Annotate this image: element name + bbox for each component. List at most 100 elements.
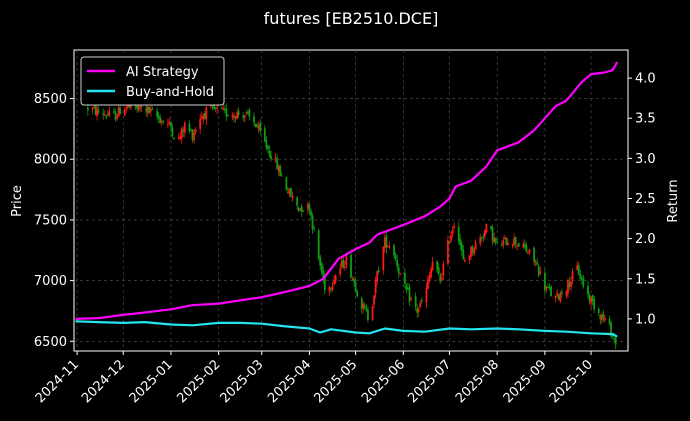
plot-area-frame (73, 49, 629, 352)
candle-body (505, 237, 508, 246)
candle-body (399, 272, 402, 274)
candle-body (342, 259, 345, 268)
candle-body (194, 129, 197, 133)
candle-body (200, 116, 203, 119)
candle-body (157, 115, 160, 119)
candle-body (319, 256, 322, 266)
y-axis-label-left: Price (10, 185, 25, 217)
candle-body (193, 132, 195, 141)
candle-body (234, 117, 237, 119)
candle-body (307, 203, 309, 209)
candle-body (527, 253, 529, 255)
candle-body (567, 279, 569, 294)
candle-body (171, 127, 174, 137)
candle-body (108, 111, 111, 116)
y-tick-label-right: 2.5 (635, 192, 656, 207)
candle-body (503, 237, 506, 240)
candle-body (267, 145, 269, 150)
candle-body (474, 242, 477, 250)
candle-body (436, 261, 439, 270)
candle-body (604, 318, 606, 321)
candle-body (291, 195, 294, 199)
candle-body (222, 108, 225, 110)
candle-body (356, 291, 359, 297)
candle-body (494, 237, 497, 243)
candle-body (159, 117, 162, 124)
candle-body (491, 227, 494, 242)
candle-body (216, 107, 219, 110)
candle-body (246, 111, 249, 113)
candle-body (416, 308, 419, 313)
candle-body (447, 240, 449, 264)
candle-body (613, 337, 616, 339)
candle-body (367, 309, 369, 320)
candle-body (414, 296, 417, 307)
candle-body (146, 106, 149, 114)
candle-body (225, 108, 228, 117)
candle-body (351, 278, 354, 281)
candle-body (570, 281, 572, 287)
candle-body (248, 110, 251, 117)
candle-body (442, 263, 445, 276)
candle-body (288, 188, 291, 194)
candle-body (545, 286, 548, 289)
candle-body (565, 291, 568, 296)
candle-body (557, 294, 560, 300)
candle-body (308, 204, 311, 212)
candle-body (403, 272, 406, 285)
y-tick-label-right: 2.0 (635, 232, 656, 247)
candle-body (276, 158, 279, 170)
candle-body (490, 226, 492, 229)
candle-body (431, 262, 434, 271)
y-tick-label-right: 1.5 (635, 272, 656, 287)
candle-body (114, 112, 117, 120)
y-tick-label-left: 7500 (34, 213, 67, 228)
candle-body (119, 108, 122, 115)
candle-body (568, 282, 571, 287)
candle-body (103, 114, 106, 116)
candle-body (353, 279, 355, 283)
candle-body (363, 305, 366, 308)
candle-body (496, 242, 499, 244)
candle-body (156, 110, 158, 117)
candle-body (420, 300, 423, 302)
candle-body (397, 267, 400, 274)
candle-body (376, 271, 379, 282)
candle-body (191, 129, 194, 141)
candle-body (547, 287, 549, 289)
candle-body (285, 177, 288, 190)
candle-body (182, 129, 185, 132)
candle-body (516, 245, 519, 247)
candle-body (560, 292, 563, 295)
candle-body (150, 108, 152, 112)
candle-body (223, 109, 226, 111)
candle-body (396, 260, 399, 267)
candle-body (417, 309, 420, 313)
legend-box (80, 56, 225, 106)
candle-body (599, 315, 602, 319)
candle-body (393, 245, 395, 256)
candle-body (279, 165, 282, 176)
candle-body (577, 265, 580, 275)
candle-body (323, 276, 326, 291)
candle-body (94, 105, 97, 115)
candle-body (173, 138, 175, 140)
candle-body (343, 266, 346, 268)
candle-body (439, 274, 442, 282)
candle-body (493, 237, 496, 243)
candle-body (311, 215, 314, 230)
candle-body (274, 157, 277, 159)
candle-body (571, 271, 574, 280)
candle-body (385, 236, 388, 248)
candle-body (166, 123, 169, 125)
candle-body (199, 118, 202, 129)
candle-body (151, 108, 154, 110)
candle-body (334, 275, 337, 283)
candle-body (299, 208, 302, 211)
candle-body (534, 261, 537, 263)
candle-body (482, 236, 485, 238)
price-candles (86, 99, 617, 350)
candle-body (213, 105, 215, 110)
candle-body (140, 105, 143, 107)
candle-body (576, 265, 579, 271)
